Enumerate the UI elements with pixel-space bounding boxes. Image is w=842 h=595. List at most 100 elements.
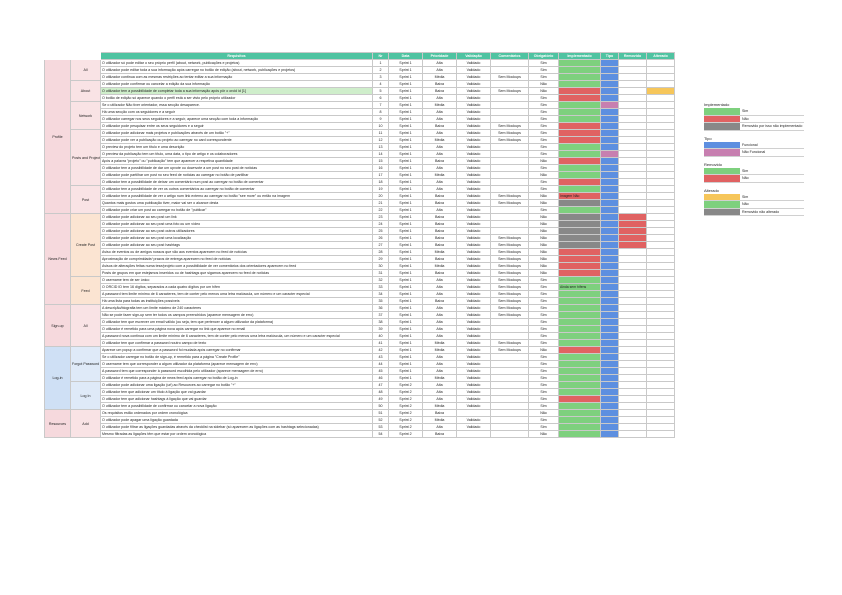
header-removido[interactable]: Removido xyxy=(618,52,647,60)
table-row[interactable]: A password nova continua com um limite m… xyxy=(45,332,675,340)
implemented-cell[interactable] xyxy=(558,227,601,235)
header-tipo[interactable]: Tipo xyxy=(600,52,619,60)
data-cell[interactable]: Sprint 1 xyxy=(388,241,423,249)
data-cell[interactable]: Sprint 1 xyxy=(388,339,423,347)
nr-cell[interactable]: 42 xyxy=(372,346,389,354)
removed-cell[interactable] xyxy=(618,94,647,102)
table-row[interactable]: A password tem limite mínimo de 6 caract… xyxy=(45,290,675,298)
altered-cell[interactable] xyxy=(646,255,675,263)
type-cell[interactable] xyxy=(600,276,619,284)
validation-cell[interactable]: Validado xyxy=(456,290,491,298)
validation-cell[interactable]: Validado xyxy=(456,423,491,431)
table-row[interactable]: Post O utilizador tem a possibilidade de … xyxy=(45,185,675,214)
validation-cell[interactable] xyxy=(456,409,491,417)
mandatory-cell[interactable]: Sim xyxy=(528,73,559,81)
altered-cell[interactable] xyxy=(646,430,675,438)
data-cell[interactable]: Sprint 1 xyxy=(388,290,423,298)
data-cell[interactable]: Sprint 1 xyxy=(388,101,423,109)
nr-cell[interactable]: 4 xyxy=(372,80,389,88)
altered-cell[interactable] xyxy=(646,234,675,242)
priority-cell[interactable]: Alta xyxy=(422,185,457,193)
nr-cell[interactable]: 9 xyxy=(372,115,389,123)
nr-cell[interactable]: 53 xyxy=(372,423,389,431)
comment-cell[interactable] xyxy=(490,227,529,235)
table-row[interactable]: O utilizador é remetido para a página de… xyxy=(45,374,675,382)
table-row[interactable]: Network Se o utilizador Não tiver orienta… xyxy=(45,101,675,130)
validation-cell[interactable]: Validado xyxy=(456,318,491,326)
requirement-cell[interactable]: A descrição/biografia tem um limite máxi… xyxy=(100,304,373,312)
validation-cell[interactable]: Validado xyxy=(456,388,491,396)
table-row[interactable]: Quantos mais gostos uma publicação tiver… xyxy=(45,199,675,207)
comment-cell[interactable] xyxy=(490,381,529,389)
type-cell[interactable] xyxy=(600,388,619,396)
implemented-cell[interactable] xyxy=(558,94,601,102)
removed-cell[interactable] xyxy=(618,143,647,151)
comment-cell[interactable] xyxy=(490,388,529,396)
requirement-cell[interactable]: O preview da publicação tem um título, u… xyxy=(100,150,373,158)
data-cell[interactable]: Sprint 1 xyxy=(388,318,423,326)
validation-cell[interactable]: Validado xyxy=(456,374,491,382)
table-row[interactable]: O utilizador pode ver a publicação ou pr… xyxy=(45,136,675,144)
altered-cell[interactable] xyxy=(646,388,675,396)
altered-cell[interactable] xyxy=(646,66,675,74)
mandatory-cell[interactable]: Não xyxy=(528,255,559,263)
mandatory-cell[interactable]: Não xyxy=(528,409,559,417)
implemented-cell[interactable]: Ainda sem hífens xyxy=(558,283,601,291)
data-cell[interactable]: Sprint 2 xyxy=(388,388,423,396)
type-cell[interactable] xyxy=(600,374,619,382)
data-cell[interactable]: Sprint 2 xyxy=(388,409,423,417)
comment-cell[interactable]: Sem Mockups xyxy=(490,234,529,242)
mandatory-cell[interactable]: Sim xyxy=(528,164,559,172)
altered-cell[interactable] xyxy=(646,325,675,333)
header-obrigatorio[interactable]: Obrigatório xyxy=(528,52,559,60)
requirement-cell[interactable]: O utilizador só pode editar o seu própri… xyxy=(100,59,373,67)
removed-cell[interactable] xyxy=(618,388,647,396)
altered-cell[interactable] xyxy=(646,115,675,123)
priority-cell[interactable]: Alta xyxy=(422,367,457,375)
altered-cell[interactable] xyxy=(646,87,675,95)
type-cell[interactable] xyxy=(600,213,619,221)
mandatory-cell[interactable]: Sim xyxy=(528,395,559,403)
priority-cell[interactable]: Alta xyxy=(422,423,457,431)
comment-cell[interactable] xyxy=(490,220,529,228)
mandatory-cell[interactable]: Sim xyxy=(528,283,559,291)
comment-cell[interactable] xyxy=(490,213,529,221)
requirement-cell[interactable]: A password tem que corresponder à passwo… xyxy=(100,367,373,375)
implemented-cell[interactable] xyxy=(558,129,601,137)
mandatory-cell[interactable]: Sim xyxy=(528,185,559,193)
comment-cell[interactable] xyxy=(490,353,529,361)
mandatory-cell[interactable]: Não xyxy=(528,157,559,165)
type-cell[interactable] xyxy=(600,262,619,270)
data-cell[interactable]: Sprint 1 xyxy=(388,108,423,116)
priority-cell[interactable]: Baixa xyxy=(422,409,457,417)
data-cell[interactable]: Sprint 1 xyxy=(388,276,423,284)
altered-cell[interactable] xyxy=(646,353,675,361)
priority-cell[interactable]: Alta xyxy=(422,66,457,74)
altered-cell[interactable] xyxy=(646,136,675,144)
removed-cell[interactable] xyxy=(618,227,647,235)
comment-cell[interactable]: Sem Mockups xyxy=(490,129,529,137)
priority-cell[interactable]: Alta xyxy=(422,129,457,137)
requirement-cell[interactable]: O utilizador pode partilhar um post no s… xyxy=(100,171,373,179)
data-cell[interactable]: Sprint 1 xyxy=(388,192,423,200)
removed-cell[interactable] xyxy=(618,199,647,207)
removed-cell[interactable] xyxy=(618,318,647,326)
type-cell[interactable] xyxy=(600,430,619,438)
type-cell[interactable] xyxy=(600,164,619,172)
header-comentarios[interactable]: Comentários xyxy=(490,52,529,60)
priority-cell[interactable]: Alta xyxy=(422,164,457,172)
data-cell[interactable]: Sprint 2 xyxy=(388,395,423,403)
validation-cell[interactable]: Validado xyxy=(456,248,491,256)
priority-cell[interactable]: Alta xyxy=(422,178,457,186)
table-row[interactable]: Mesmo filtradas as ligações têm que esta… xyxy=(45,430,675,438)
altered-cell[interactable] xyxy=(646,332,675,340)
mandatory-cell[interactable]: Não xyxy=(528,262,559,270)
priority-cell[interactable]: Média xyxy=(422,374,457,382)
removed-cell[interactable] xyxy=(618,255,647,263)
implemented-cell[interactable] xyxy=(558,80,601,88)
altered-cell[interactable] xyxy=(646,241,675,249)
priority-cell[interactable]: Alta xyxy=(422,353,457,361)
implemented-cell[interactable] xyxy=(558,199,601,207)
mandatory-cell[interactable]: Sim xyxy=(528,374,559,382)
table-row[interactable]: News Feed Create Post O utilizador pode ad… xyxy=(44,213,675,305)
